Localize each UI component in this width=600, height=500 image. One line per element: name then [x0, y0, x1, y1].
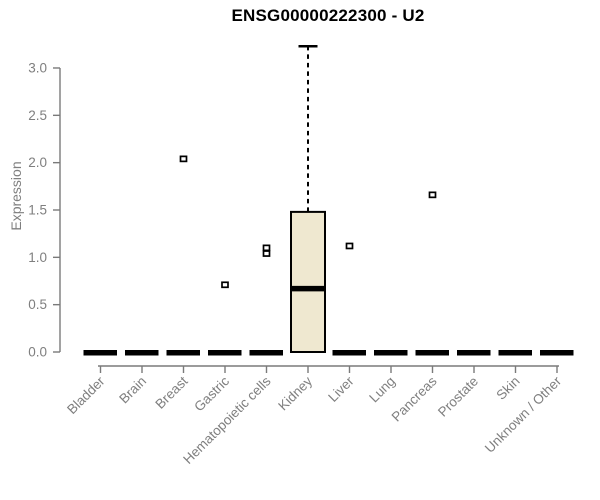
- box-collapsed-brain: [125, 350, 159, 356]
- y-tick-label: 0.0: [28, 345, 47, 360]
- category-label: Skin: [493, 374, 522, 403]
- y-tick-label: 3.0: [28, 60, 47, 75]
- box-collapsed-liver: [332, 350, 366, 356]
- category-label: Unknown / Other: [482, 373, 565, 456]
- outlier-point: [345, 242, 354, 250]
- y-axis-title: Expression: [8, 161, 24, 231]
- outlier-point: [179, 155, 188, 163]
- box-collapsed-lung: [374, 350, 408, 356]
- box-collapsed-unknown-other: [540, 350, 574, 356]
- y-tick-label: 1.5: [28, 202, 47, 217]
- category-label: Kidney: [275, 373, 315, 413]
- y-tick-label: 0.5: [28, 297, 47, 312]
- category-label: Bladder: [64, 373, 108, 417]
- y-tick-label: 2.5: [28, 108, 47, 123]
- category-label: Pancreas: [389, 373, 440, 424]
- box-collapsed-skin: [498, 350, 532, 356]
- box-collapsed-bladder: [83, 350, 117, 356]
- box-collapsed-pancreas: [415, 350, 449, 356]
- chart-title: ENSG00000222300 - U2: [231, 6, 425, 25]
- box-collapsed-hematopoietic-cells: [249, 350, 283, 356]
- outlier-point: [428, 191, 437, 199]
- y-tick-label: 2.0: [28, 155, 47, 170]
- category-label: Breast: [152, 373, 190, 411]
- box-collapsed-prostate: [457, 350, 491, 356]
- y-tick-label: 1.0: [28, 250, 47, 265]
- category-label: Lung: [366, 374, 398, 406]
- box-kidney: [290, 210, 326, 353]
- outlier-point: [221, 281, 229, 289]
- outlier-point: [262, 250, 271, 257]
- outlier-point: [262, 244, 271, 252]
- category-label: Prostate: [435, 374, 481, 420]
- category-label: Gastric: [191, 373, 232, 414]
- box-collapsed-breast: [166, 350, 200, 356]
- category-label: Brain: [116, 374, 149, 407]
- box-collapsed-gastric: [208, 350, 242, 356]
- category-label: Liver: [325, 373, 357, 405]
